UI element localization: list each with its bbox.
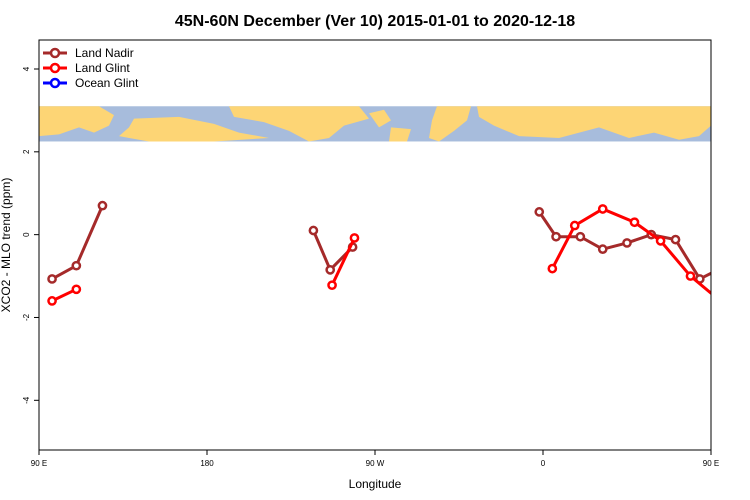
land-glint-point	[349, 233, 360, 243]
land-nadir-line	[538, 211, 711, 281]
y-tick-label: -4	[22, 396, 31, 404]
x-tick-label: 90 E	[703, 459, 719, 468]
land-glint-point	[629, 217, 640, 228]
land-glint-point	[717, 297, 724, 304]
y-tick-label: 2	[22, 149, 31, 154]
land-glint-point	[71, 284, 82, 295]
land-nadir-point	[597, 244, 608, 254]
x-tick-label: 90 W	[366, 459, 385, 468]
y-tick-label: 0	[22, 232, 31, 237]
land-nadir-point	[71, 260, 82, 271]
land-nadir-point	[97, 200, 108, 211]
x-tick-label: 180	[200, 459, 214, 468]
land-nadir-point	[47, 274, 57, 284]
land-glint-point	[745, 286, 750, 293]
land-glint-point	[47, 296, 57, 306]
land-shape	[389, 127, 411, 142]
y-tick-label: -2	[22, 313, 31, 321]
land-glint-line	[330, 237, 356, 286]
land-glint-point	[569, 220, 580, 231]
y-axis-label: XCO2 - MLO trend (ppm)	[0, 178, 13, 313]
series-layer	[47, 200, 750, 306]
chart-title: 45N-60N December (Ver 10) 2015-01-01 to …	[175, 13, 575, 30]
world-map-strip	[39, 106, 711, 142]
land-nadir-point	[308, 225, 319, 236]
land-glint-point	[547, 263, 558, 274]
land-nadir-legend-marker	[49, 47, 61, 59]
land-nadir-point	[325, 264, 336, 275]
land-glint-point	[597, 204, 608, 214]
x-tick-label: 90 E	[31, 459, 47, 468]
land-nadir-point	[622, 238, 632, 248]
land-nadir-point	[575, 231, 586, 242]
land-shape	[39, 106, 114, 137]
land-glint-point	[655, 236, 666, 246]
land-nadir-legend-label: Land Nadir	[75, 46, 134, 60]
y-tick-label: 4	[22, 66, 31, 71]
land-nadir-point	[722, 262, 729, 269]
plot-frame	[38, 39, 712, 451]
ocean-glint-legend-label: Ocean Glint	[75, 76, 139, 90]
ocean-glint-legend-marker	[49, 77, 61, 89]
land-shape	[429, 106, 471, 142]
land-glint-legend-label: Land Glint	[75, 61, 130, 75]
land-shape	[229, 106, 369, 142]
land-shape	[369, 109, 391, 128]
land-nadir-point	[670, 234, 681, 245]
land-nadir-line	[312, 229, 354, 273]
land-glint-legend-marker	[49, 62, 61, 74]
land-shape	[477, 106, 711, 140]
land-nadir-point	[551, 231, 561, 242]
x-axis-label: Longitude	[349, 477, 402, 491]
land-glint-point	[327, 280, 337, 291]
land-shape	[119, 116, 269, 142]
y-axis: -4 -2 0 2 4	[22, 66, 39, 404]
land-nadir-point	[534, 207, 545, 217]
land-glint-point	[685, 271, 696, 281]
x-axis: 90 E 180 90 W 0 90 E	[31, 450, 719, 468]
land-glint-line	[551, 207, 711, 296]
x-tick-label: 0	[541, 459, 546, 468]
